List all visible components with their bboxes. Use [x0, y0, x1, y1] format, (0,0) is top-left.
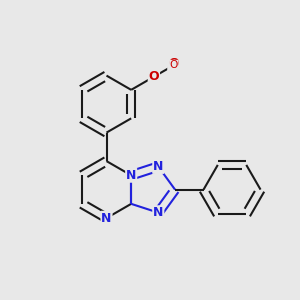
Text: N: N: [153, 160, 164, 173]
Text: O: O: [168, 59, 179, 72]
Text: O: O: [170, 60, 178, 70]
Text: N: N: [126, 169, 136, 182]
Text: N: N: [153, 206, 164, 219]
Text: O: O: [148, 70, 159, 83]
Text: O: O: [168, 57, 179, 70]
Text: N: N: [101, 212, 112, 225]
